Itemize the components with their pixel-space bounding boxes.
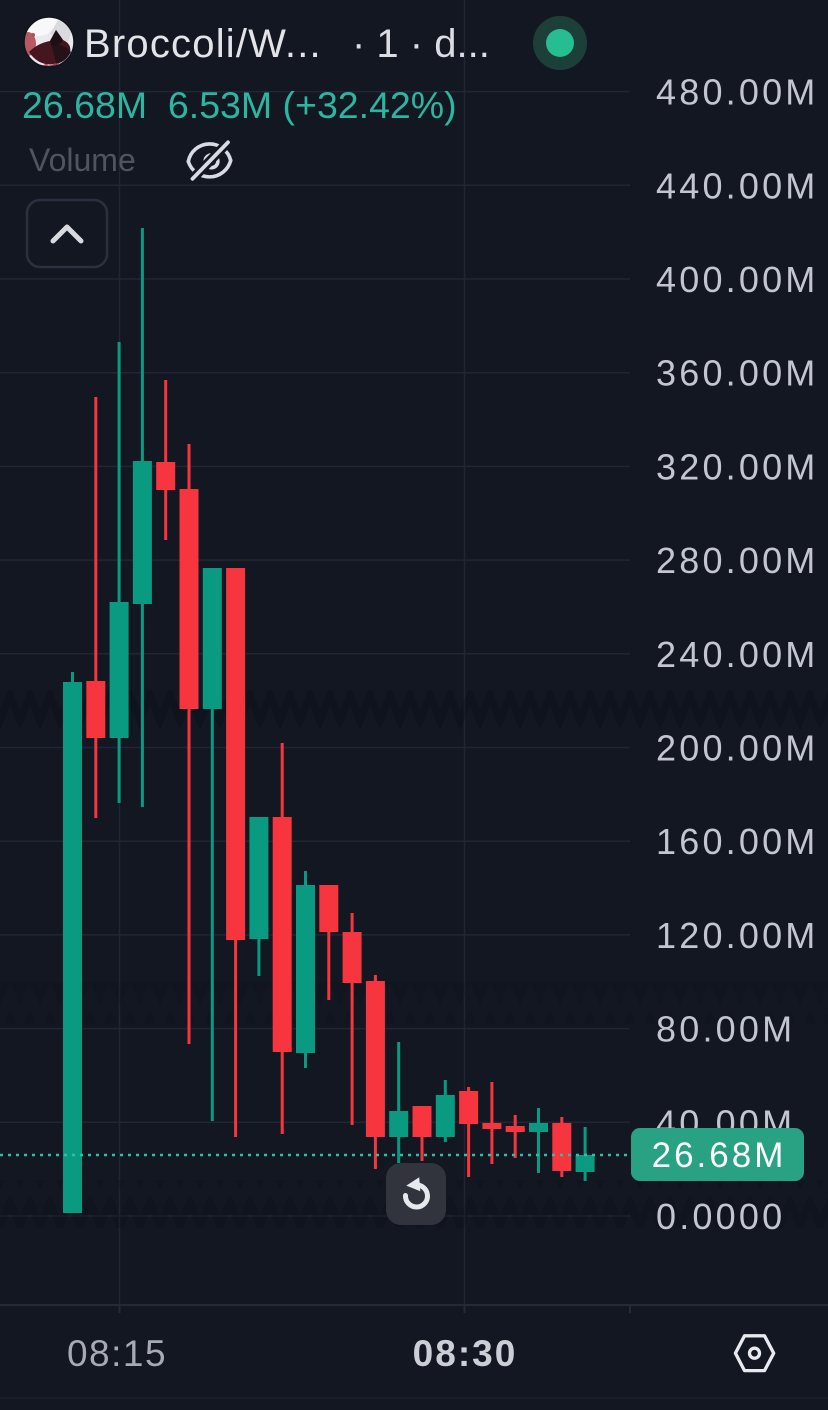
svg-text:Broccoli/W...: Broccoli/W... [84,22,322,66]
svg-text:· 1 · d...: · 1 · d... [352,22,490,66]
svg-text:0.0000: 0.0000 [656,1196,785,1237]
svg-text:26.68M: 26.68M [652,1136,787,1175]
svg-text:80.00M: 80.00M [656,1009,795,1050]
svg-text:240.00M: 240.00M [656,634,819,675]
svg-text:440.00M: 440.00M [656,165,819,206]
svg-text:120.00M: 120.00M [656,915,819,956]
svg-text:400.00M: 400.00M [656,259,819,300]
svg-text:280.00M: 280.00M [656,540,819,581]
svg-text:360.00M: 360.00M [656,353,819,394]
svg-text:320.00M: 320.00M [656,446,819,487]
svg-text:200.00M: 200.00M [656,728,819,769]
svg-text:08:15: 08:15 [67,1333,167,1374]
svg-text:160.00M: 160.00M [656,821,819,862]
svg-text:26.68M 6.53M (+32.42%): 26.68M 6.53M (+32.42%) [22,84,457,126]
svg-text:08:30: 08:30 [413,1333,518,1374]
svg-text:Volume: Volume [29,142,136,178]
svg-text:480.00M: 480.00M [656,72,819,113]
